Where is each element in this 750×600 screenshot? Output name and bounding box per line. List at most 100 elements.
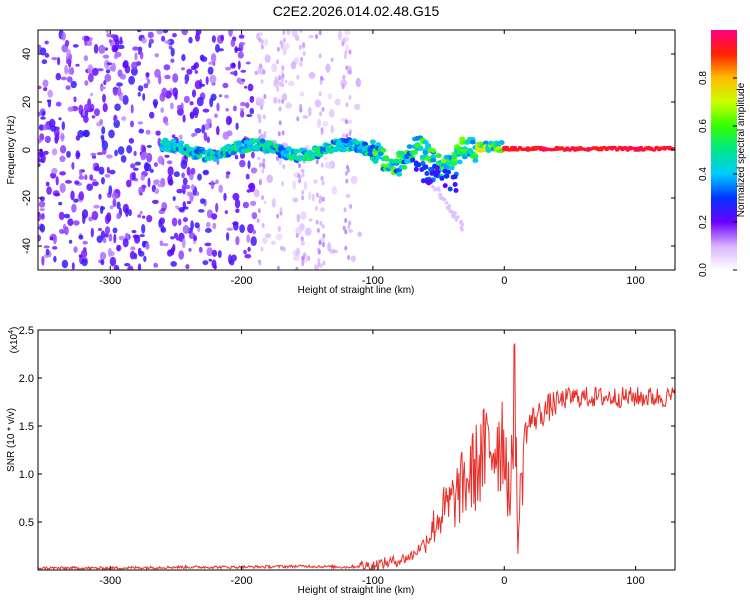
heatmap-noise-cell	[355, 77, 361, 88]
heatmap-noise-cell	[81, 258, 88, 267]
heatmap-noise-cell	[180, 159, 188, 170]
heatmap-noise-cell	[165, 122, 169, 126]
heatmap-noise-cell	[345, 193, 351, 199]
heatmap-noise-cell	[246, 114, 253, 118]
heatmap-signal-cell	[420, 178, 426, 184]
heatmap-streak-cell	[317, 258, 321, 263]
heatmap-streak-cell	[258, 162, 262, 168]
heatmap-noise-cell	[117, 146, 125, 155]
heatmap-noise-cell	[100, 259, 105, 266]
heatmap-noise-cell	[113, 233, 117, 244]
heatmap-streak-cell	[301, 261, 305, 267]
heatmap-streak-cell	[348, 65, 352, 71]
heatmap-noise-cell	[116, 213, 121, 220]
heatmap-noise-cell	[255, 96, 261, 105]
heatmap-noise-cell	[46, 186, 52, 195]
heatmap-noise-cell	[172, 196, 176, 202]
heatmap-noise-cell	[83, 115, 89, 124]
heatmap-noise-cell	[181, 238, 186, 249]
heatmap-streak-cell	[276, 213, 280, 219]
heatmap-noise-cell	[153, 179, 160, 185]
heatmap-tail-cell	[454, 218, 459, 222]
heatmap-noise-cell	[331, 249, 339, 254]
heatmap-noise-cell	[57, 57, 61, 66]
heatmap-streak-cell	[347, 167, 350, 173]
heatmap-noise-cell	[132, 46, 140, 51]
heatmap-noise-cell	[216, 102, 220, 112]
heatmap-noise-cell	[250, 236, 257, 247]
heatmap-noise-cell	[206, 136, 210, 143]
heatmap-noise-cell	[230, 39, 236, 47]
heatmap-noise-cell	[233, 222, 239, 231]
heatmap-streak-cell	[321, 224, 325, 229]
heatmap-streak-cell	[318, 53, 322, 59]
heatmap-noise-cell	[195, 32, 200, 42]
heatmap-noise-cell	[141, 224, 146, 234]
heatmap-noise-cell	[161, 87, 168, 98]
heatmap-streak-cell	[321, 106, 325, 112]
heatmap-noise-cell	[84, 174, 88, 181]
heatmap-noise-cell	[190, 220, 194, 231]
heatmap-streak-cell	[276, 78, 280, 84]
heatmap-streak-cell	[315, 34, 318, 40]
heatmap-noise-cell	[206, 221, 211, 228]
heatmap-streak-cell	[283, 37, 286, 43]
heatmap-streak-cell	[318, 240, 322, 246]
heatmap-noise-cell	[141, 151, 149, 159]
heatmap-noise-cell	[41, 111, 46, 116]
heatmap-noise-cell	[118, 235, 125, 241]
heatmap-noise-cell	[226, 227, 233, 231]
heatmap-noise-cell	[144, 163, 152, 172]
heatmap-noise-cell	[130, 246, 136, 251]
colorbar-tick-label: 0.6	[698, 119, 709, 133]
heatmap-noise-cell	[68, 67, 75, 75]
heatmap-signal-cell	[452, 182, 458, 187]
heatmap-streak-cell	[302, 43, 306, 49]
heatmap-noise-cell	[256, 32, 260, 40]
heatmap-streak-cell	[347, 224, 351, 230]
heatmap-noise-cell	[99, 118, 104, 125]
heatmap-noise-cell	[196, 96, 204, 107]
heatmap-noise-cell	[215, 202, 219, 213]
heatmap-noise-cell	[73, 198, 79, 203]
heatmap-noise-cell	[177, 218, 182, 226]
heatmap-noise-cell	[43, 245, 50, 249]
heatmap-noise-cell	[67, 76, 73, 83]
heatmap-noise-cell	[189, 101, 194, 106]
heatmap-noise-cell	[186, 68, 193, 75]
heatmap-noise-cell	[316, 118, 322, 128]
heatmap-noise-cell	[200, 198, 206, 205]
spectrogram-x-ticks: -300 -200 -100 0 100	[99, 30, 645, 287]
heatmap-streak-cell	[301, 195, 305, 201]
heatmap-noise-cell	[249, 96, 255, 103]
heatmap-noise-cell	[303, 181, 308, 191]
heatmap-tail-cell	[444, 201, 449, 205]
heatmap-noise-cell	[193, 235, 197, 242]
heatmap-noise-cell	[109, 256, 117, 267]
heatmap-noise-cell	[304, 227, 312, 236]
heatmap-signal-cell	[401, 165, 408, 170]
snr-multiplier-exp: 4	[8, 330, 15, 334]
heatmap-noise-cell	[245, 173, 250, 180]
heatmap-noise-cell	[86, 40, 93, 47]
heatmap-noise-cell	[249, 107, 255, 115]
heatmap-noise-cell	[96, 152, 104, 156]
heatmap-noise-cell	[170, 261, 177, 267]
heatmap-noise-cell	[239, 159, 246, 168]
heatmap-noise-cell	[48, 118, 56, 128]
heatmap-noise-cell	[142, 93, 146, 101]
heatmap-noise-cell	[181, 172, 185, 179]
heatmap-noise-cell	[132, 171, 136, 181]
heatmap-noise-cell	[294, 34, 300, 42]
heatmap-noise-cell	[299, 91, 305, 97]
heatmap-signal-cell	[472, 154, 479, 160]
heatmap-noise-cell	[170, 236, 175, 240]
heatmap-noise-cell	[266, 174, 274, 184]
heatmap-noise-cell	[105, 69, 111, 74]
heatmap-noise-cell	[251, 151, 255, 159]
heatmap-noise-cell	[209, 74, 217, 84]
heatmap-signal-cell	[424, 171, 430, 176]
heatmap-noise-cell	[38, 138, 42, 144]
heatmap-noise-cell	[113, 115, 117, 122]
heatmap-noise-cell	[44, 40, 49, 45]
